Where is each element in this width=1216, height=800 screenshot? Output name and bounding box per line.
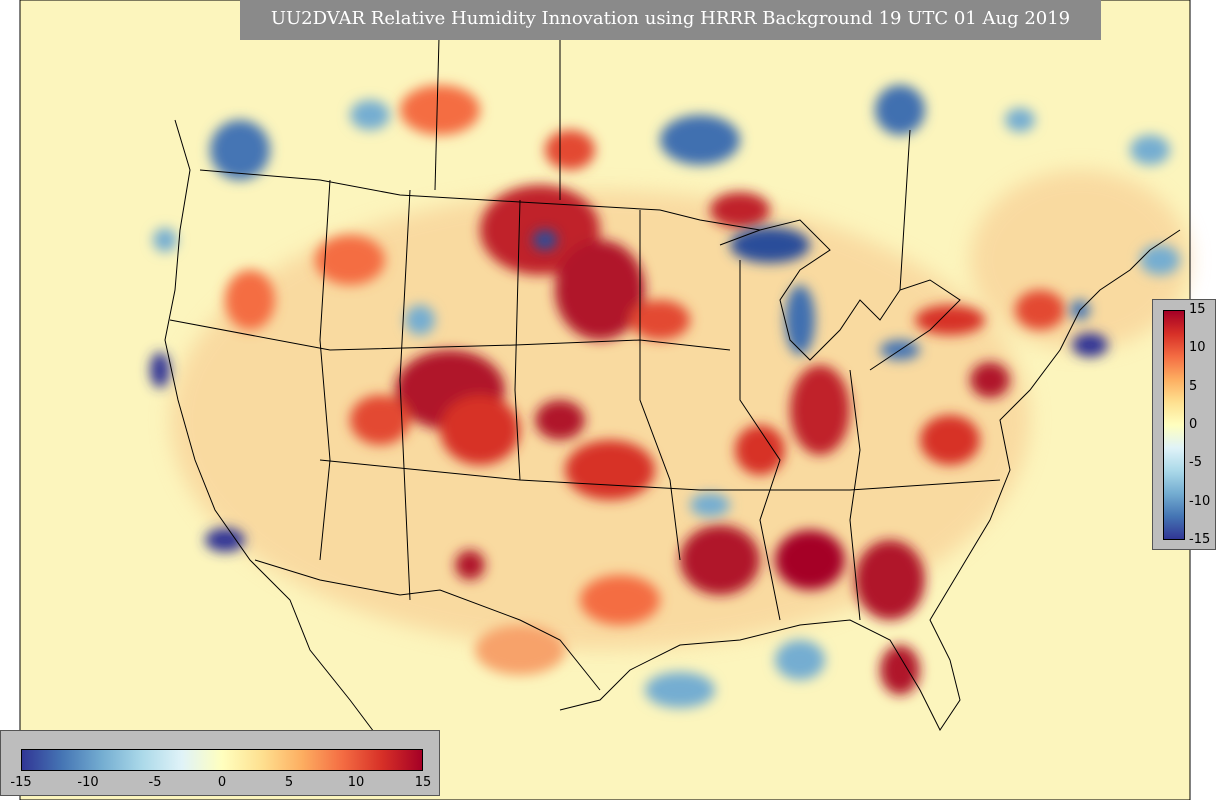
vertical-colorbar-tick-label: -10 (1189, 493, 1211, 509)
state-line-6 (319, 459, 1001, 491)
vertical-colorbar-tick-label: -15 (1189, 532, 1211, 547)
vertical-colorbar-tick-label: -5 (1189, 455, 1202, 471)
horizontal-colorbar-tick-label: 10 (347, 775, 365, 790)
negative-innovation-blobs (150, 85, 1180, 708)
horizontal-colorbar-tick-label: -5 (148, 775, 162, 790)
vertical-colorbar-panel: -15 -10 -5 0 5 10 15 (1152, 299, 1216, 550)
horizontal-colorbar-tick-label: 5 (284, 775, 294, 790)
state-line-7 (739, 260, 781, 621)
state-line-1 (319, 179, 331, 561)
horizontal-colorbar-tick-label: -15 (10, 775, 32, 790)
positive-innovation-blobs (225, 85, 1065, 695)
horizontal-colorbar-panel: -15 -10 -5 0 5 10 15 (0, 730, 440, 796)
vertical-colorbar-tick-label: 0 (1189, 417, 1198, 432)
vertical-colorbar-tick-label: 5 (1189, 378, 1198, 394)
state-line-5 (169, 319, 731, 351)
horizontal-colorbar (21, 749, 423, 771)
state-line-8 (849, 369, 861, 621)
horizontal-colorbar-tick-label: 15 (414, 775, 432, 790)
state-line-4 (639, 210, 681, 561)
map-boundaries (164, 0, 1181, 741)
state-line-2 (399, 189, 411, 601)
west-coast (164, 119, 381, 741)
us-mexico-border (254, 559, 601, 691)
gulf-coast (559, 229, 1181, 731)
vertical-colorbar (1163, 310, 1185, 540)
horizontal-colorbar-tick-label: -10 (77, 775, 99, 790)
vertical-colorbar-tick-label: 15 (1189, 302, 1206, 317)
horizontal-colorbar-tick-label: 0 (217, 775, 227, 790)
vertical-colorbar-tick-label: 10 (1189, 340, 1206, 356)
great-lakes (719, 219, 961, 371)
state-line-11 (899, 129, 911, 291)
map-title: UU2DVAR Relative Humidity Innovation usi… (240, 0, 1101, 40)
state-line-3 (514, 199, 521, 481)
